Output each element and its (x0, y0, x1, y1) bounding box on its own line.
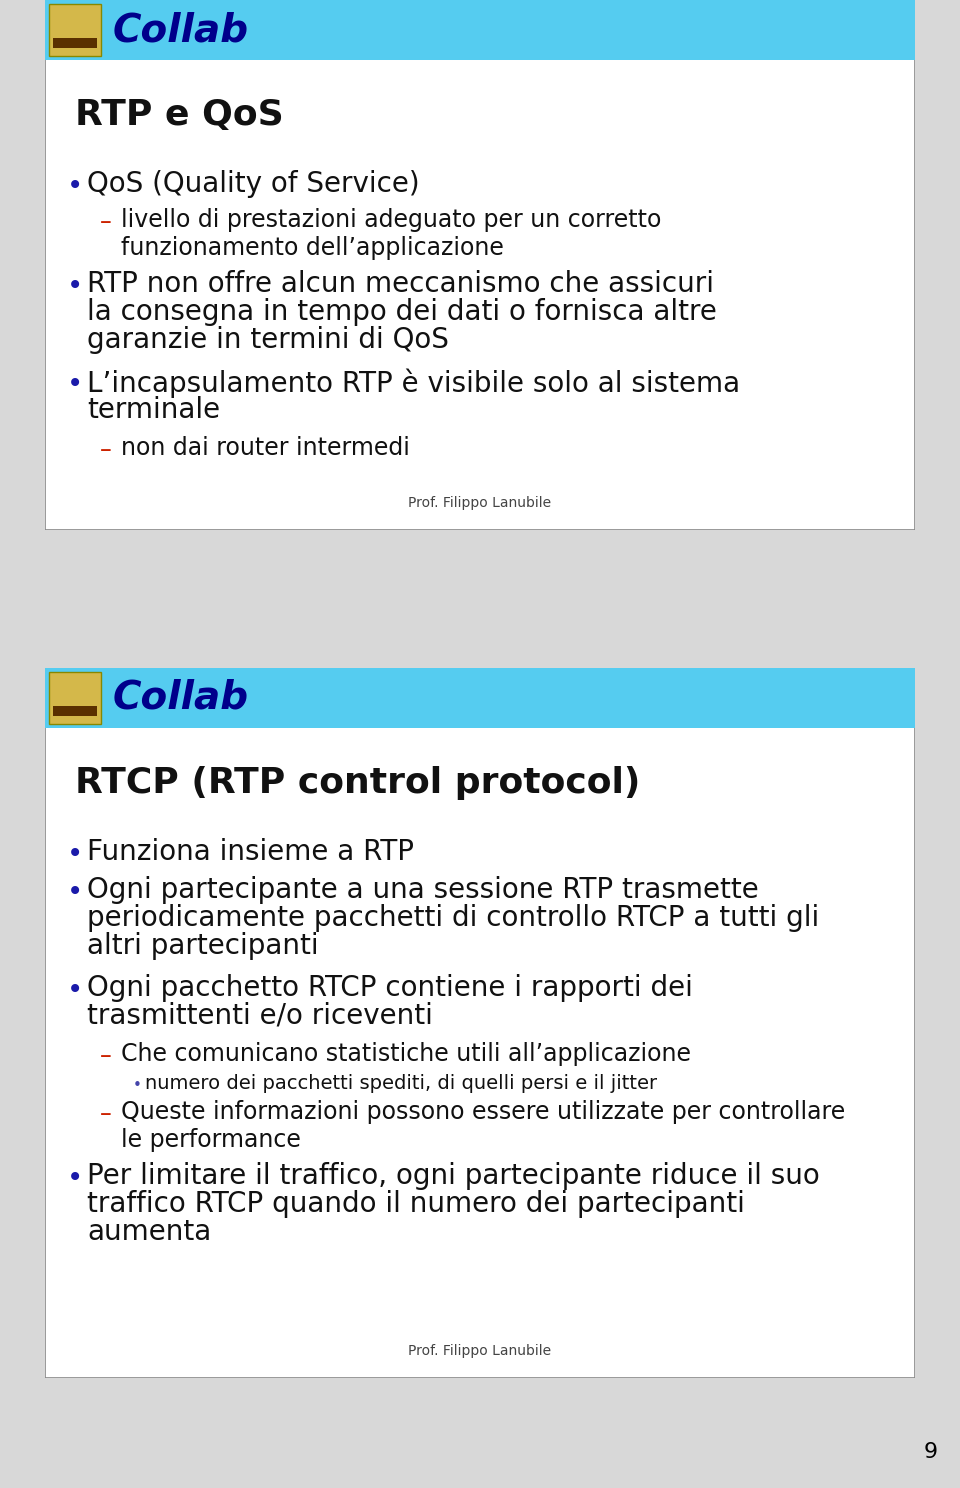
Text: altri partecipanti: altri partecipanti (87, 931, 319, 960)
Text: Per limitare il traffico, ogni partecipante riduce il suo: Per limitare il traffico, ogni partecipa… (87, 1162, 820, 1190)
Text: Ogni pacchetto RTCP contiene i rapporti dei: Ogni pacchetto RTCP contiene i rapporti … (87, 975, 693, 1001)
Text: –: – (100, 437, 111, 461)
Text: •: • (67, 272, 84, 301)
Text: •: • (67, 371, 84, 397)
Bar (49, 673, 101, 725)
Text: garanzie in termini di QoS: garanzie in termini di QoS (87, 326, 449, 354)
Text: aumenta: aumenta (87, 1219, 211, 1245)
Text: Collab: Collab (113, 679, 250, 717)
Bar (53, 705, 97, 716)
Text: funzionamento dell’applicazione: funzionamento dell’applicazione (121, 237, 504, 260)
Text: RTP non offre alcun meccanismo che assicuri: RTP non offre alcun meccanismo che assic… (87, 269, 714, 298)
Text: •: • (67, 841, 84, 868)
Text: traffico RTCP quando il numero dei partecipanti: traffico RTCP quando il numero dei parte… (87, 1190, 745, 1219)
Text: •: • (67, 173, 84, 199)
Text: terminale: terminale (87, 396, 220, 424)
Text: RTP e QoS: RTP e QoS (75, 98, 284, 132)
Text: livello di prestazioni adeguato per un corretto: livello di prestazioni adeguato per un c… (121, 208, 661, 232)
Text: Queste informazioni possono essere utilizzate per controllare: Queste informazioni possono essere utili… (121, 1100, 845, 1123)
Text: –: – (100, 1103, 111, 1126)
Text: Collab: Collab (113, 10, 250, 49)
Text: Funziona insieme a RTP: Funziona insieme a RTP (87, 838, 414, 866)
Text: periodicamente pacchetti di controllo RTCP a tutti gli: periodicamente pacchetti di controllo RT… (87, 905, 819, 931)
Text: trasmittenti e/o riceventi: trasmittenti e/o riceventi (87, 1001, 433, 1030)
Text: •: • (133, 1077, 142, 1094)
Text: –: – (100, 210, 111, 234)
Text: •: • (67, 878, 84, 906)
Text: le performance: le performance (121, 1128, 300, 1152)
Text: QoS (Quality of Service): QoS (Quality of Service) (87, 170, 420, 198)
Text: Prof. Filippo Lanubile: Prof. Filippo Lanubile (408, 496, 552, 510)
Text: RTCP (RTP control protocol): RTCP (RTP control protocol) (75, 766, 640, 801)
Text: •: • (67, 1164, 84, 1192)
Text: –: – (100, 1045, 111, 1068)
Text: la consegna in tempo dei dati o fornisca altre: la consegna in tempo dei dati o fornisca… (87, 298, 717, 326)
Bar (45, 0, 915, 60)
Text: non dai router intermedi: non dai router intermedi (121, 436, 410, 460)
Text: 9: 9 (924, 1442, 938, 1463)
Bar (45, 668, 915, 728)
Text: numero dei pacchetti spediti, di quelli persi e il jitter: numero dei pacchetti spediti, di quelli … (145, 1074, 658, 1094)
Text: •: • (67, 976, 84, 1004)
Bar (53, 39, 97, 48)
Text: Prof. Filippo Lanubile: Prof. Filippo Lanubile (408, 1344, 552, 1359)
Text: Ogni partecipante a una sessione RTP trasmette: Ogni partecipante a una sessione RTP tra… (87, 876, 758, 905)
Text: L’incapsulamento RTP è visibile solo al sistema: L’incapsulamento RTP è visibile solo al … (87, 368, 740, 397)
Text: Che comunicano statistiche utili all’applicazione: Che comunicano statistiche utili all’app… (121, 1042, 691, 1065)
Bar (49, 4, 101, 57)
